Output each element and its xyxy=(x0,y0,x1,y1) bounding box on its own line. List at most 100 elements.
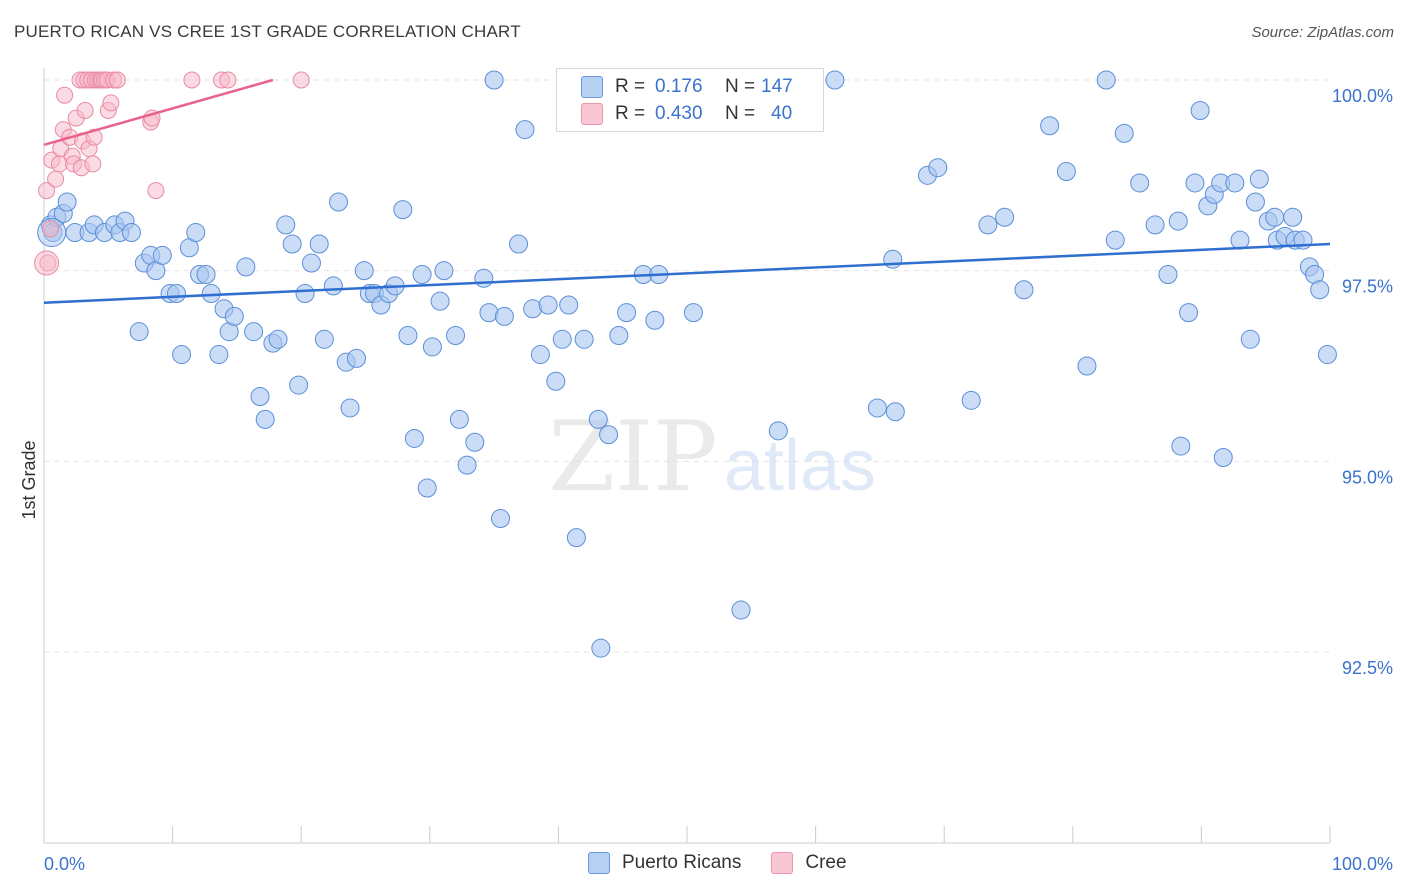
data-point xyxy=(1158,264,1178,284)
chart-title: PUERTO RICAN VS CREE 1ST GRADE CORRELATI… xyxy=(14,22,521,41)
data-point xyxy=(166,284,186,304)
y-axis-title-wrap: 1st Grade xyxy=(19,440,39,519)
data-point xyxy=(129,322,149,342)
data-point xyxy=(1096,70,1116,90)
y-tick-label: 95.0% xyxy=(1342,467,1393,487)
data-point xyxy=(282,234,302,254)
data-point xyxy=(323,276,343,296)
data-point xyxy=(484,70,504,90)
data-point xyxy=(1265,207,1285,227)
data-point xyxy=(1171,436,1191,456)
data-point xyxy=(340,398,360,418)
data-point xyxy=(465,432,485,452)
data-point xyxy=(434,261,454,281)
data-point xyxy=(509,234,529,254)
legend-r-value: 0.430 xyxy=(655,103,703,124)
data-point xyxy=(552,329,572,349)
data-point xyxy=(276,215,296,235)
data-point xyxy=(41,220,59,238)
data-point xyxy=(412,264,432,284)
legend-row-puerto-ricans: R = 0.176 N = 147 xyxy=(581,74,793,100)
data-point xyxy=(1249,169,1269,189)
data-point xyxy=(121,223,141,243)
data-point xyxy=(885,402,905,422)
data-point xyxy=(645,310,665,330)
watermark-atlas: atlas xyxy=(724,426,876,506)
legend-n-value: 40 xyxy=(771,103,793,124)
data-point xyxy=(1230,230,1250,250)
data-point xyxy=(430,291,450,311)
legend-swatch-blue xyxy=(581,76,603,98)
series-puerto-ricans xyxy=(37,70,1337,658)
legend-swatch-pink xyxy=(581,103,603,125)
data-point xyxy=(1077,356,1097,376)
data-point xyxy=(404,428,424,448)
data-point xyxy=(599,425,619,445)
data-point xyxy=(731,600,751,620)
data-point xyxy=(1130,173,1150,193)
data-point xyxy=(574,329,594,349)
data-point xyxy=(867,398,887,418)
data-point xyxy=(1213,448,1233,468)
data-point xyxy=(457,455,477,475)
data-point xyxy=(398,325,418,345)
stats-legend: R = 0.176 N = 147 R = 0.430 N = 40 xyxy=(556,68,824,132)
legend-row-cree: R = 0.430 N = 40 xyxy=(581,101,792,127)
data-point xyxy=(546,371,566,391)
data-point xyxy=(566,528,586,548)
data-point xyxy=(244,322,264,342)
data-point xyxy=(301,253,321,273)
trend-line-cree xyxy=(43,78,274,147)
data-point xyxy=(446,325,466,345)
legend-item-puerto-ricans: Puerto Ricans xyxy=(588,852,741,874)
data-point xyxy=(883,249,903,269)
legend-swatch-pink xyxy=(771,852,794,874)
data-point xyxy=(209,345,229,365)
data-point xyxy=(768,421,788,441)
data-point xyxy=(1185,173,1205,193)
data-point xyxy=(1245,192,1265,212)
x-tick-label: 100.0% xyxy=(1332,854,1393,874)
data-point xyxy=(255,409,275,429)
data-point xyxy=(289,375,309,395)
data-point xyxy=(1014,280,1034,300)
data-point xyxy=(196,264,216,284)
legend-item-cree: Cree xyxy=(771,852,847,874)
data-point xyxy=(38,182,56,200)
gridlines xyxy=(44,79,1330,653)
y-tick-label: 92.5% xyxy=(1342,658,1393,678)
data-point xyxy=(56,86,74,104)
data-point xyxy=(1190,101,1210,121)
legend-n-label: N = xyxy=(725,103,756,124)
data-point xyxy=(1225,173,1245,193)
legend-label-puerto-ricans: Puerto Ricans xyxy=(622,852,742,873)
data-point xyxy=(102,94,120,112)
data-point xyxy=(1056,162,1076,182)
data-point xyxy=(609,325,629,345)
data-point xyxy=(474,268,494,288)
data-point xyxy=(295,284,315,304)
tick-labels: 92.5% 95.0% 97.5% 100.0% 0.0% 100.0% xyxy=(44,86,1393,874)
data-point xyxy=(1283,207,1303,227)
data-point xyxy=(224,306,244,326)
y-tick-label: 100.0% xyxy=(1332,86,1393,106)
legend-r-label: R = xyxy=(615,76,646,97)
data-point xyxy=(1114,123,1134,143)
series-legend: Puerto Ricans Cree xyxy=(588,852,877,874)
data-point xyxy=(292,71,310,89)
trend-line-puerto-ricans xyxy=(43,242,1331,304)
data-point xyxy=(84,155,102,173)
data-point xyxy=(422,337,442,357)
data-point xyxy=(538,295,558,315)
data-point xyxy=(417,478,437,498)
data-point xyxy=(76,102,94,120)
data-point xyxy=(928,158,948,178)
data-point xyxy=(186,223,206,243)
source-label: Source: ZipAtlas.com xyxy=(1251,24,1394,41)
data-point xyxy=(354,261,374,281)
data-point xyxy=(683,303,703,323)
data-point xyxy=(617,303,637,323)
data-point xyxy=(172,345,192,365)
data-point xyxy=(1317,345,1337,365)
data-point xyxy=(995,207,1015,227)
